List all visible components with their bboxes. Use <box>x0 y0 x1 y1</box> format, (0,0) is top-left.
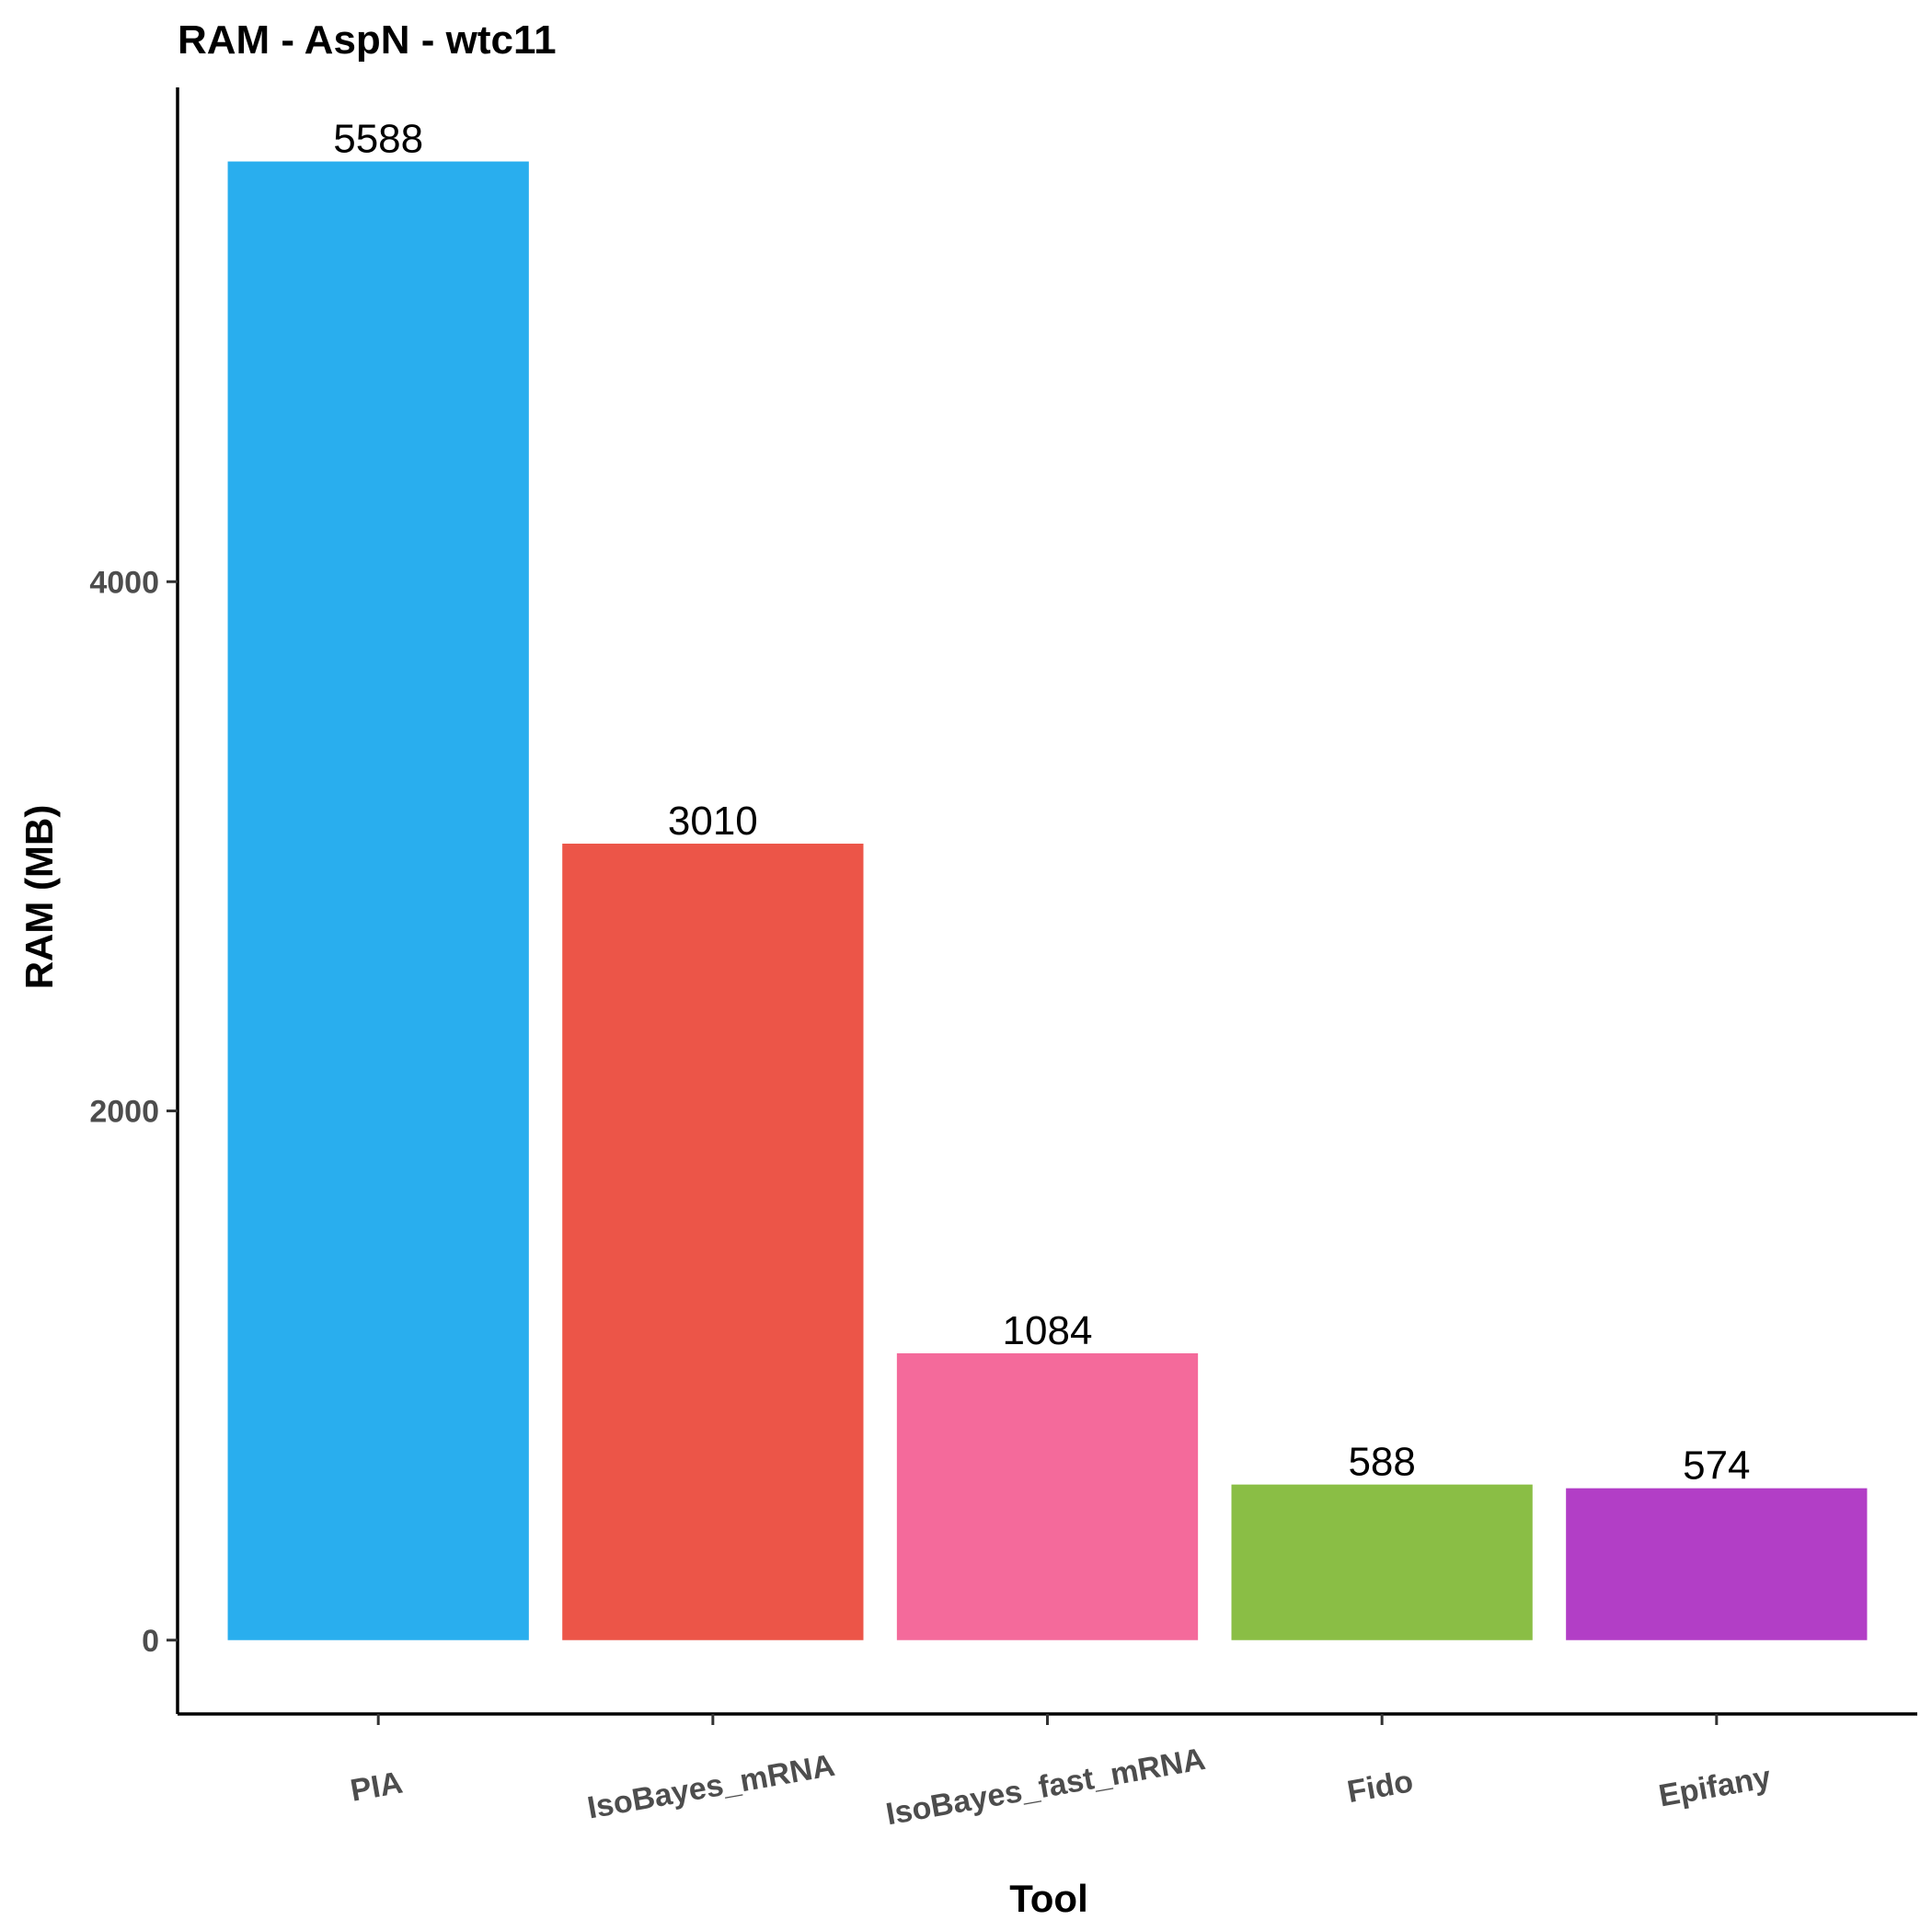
y-tick-label: 0 <box>142 1624 159 1659</box>
value-label: 574 <box>1683 1443 1750 1489</box>
x-tick-label: IsoBayes_mRNA <box>585 1748 838 1826</box>
x-tick-label: PIA <box>348 1765 405 1809</box>
y-axis-title: RAM (MB) <box>17 805 61 990</box>
y-axis-ticks: 0 2000 4000 <box>89 565 178 1659</box>
value-label: 5588 <box>333 117 423 162</box>
bar-epifany <box>1566 1488 1868 1640</box>
value-label: 1084 <box>1003 1308 1093 1353</box>
x-tick-label: IsoBayes_fast_mRNA <box>883 1742 1208 1832</box>
bar-isobayes-fast-mrna <box>896 1352 1199 1640</box>
bar-isobayes-mrna <box>562 844 864 1640</box>
chart-title: RAM - AspN - wtc11 <box>178 17 557 63</box>
bar-pia <box>227 161 529 1640</box>
x-tick-label: Epifany <box>1656 1760 1774 1814</box>
y-tick-label: 2000 <box>89 1095 159 1130</box>
value-label: 588 <box>1348 1440 1415 1485</box>
bars-group <box>227 161 1868 1640</box>
x-tick-label: Fido <box>1345 1764 1416 1810</box>
value-label: 3010 <box>668 799 758 844</box>
x-axis-title: Tool <box>1009 1877 1088 1920</box>
y-tick-label: 4000 <box>89 565 159 600</box>
x-axis-ticks: PIA IsoBayes_mRNA IsoBayes_fast_mRNA Fido Ep… <box>348 1714 1774 1832</box>
bar-fido <box>1231 1484 1533 1640</box>
value-labels-group: 5588 3010 1084 588 574 <box>333 117 1750 1489</box>
